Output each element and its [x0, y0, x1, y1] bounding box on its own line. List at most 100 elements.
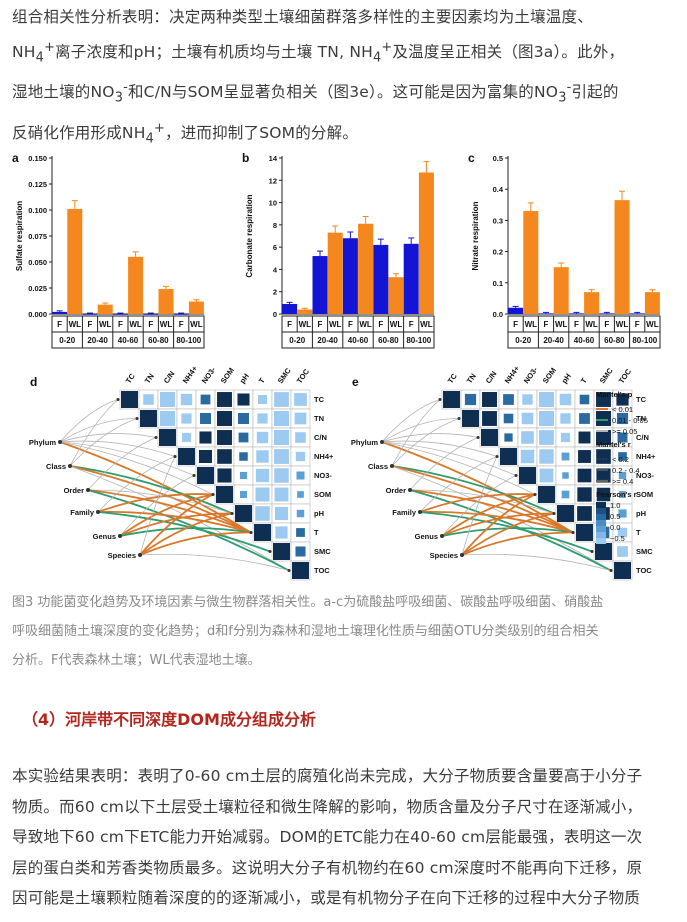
- legend-title: Mantel's p: [596, 390, 633, 399]
- corr-square: [504, 433, 513, 442]
- corr-square: [181, 413, 192, 424]
- corr-square: [216, 410, 233, 427]
- corr-square: [217, 449, 232, 464]
- corr-square: [274, 487, 289, 502]
- mantel-edge: [409, 489, 574, 534]
- var-label-right: SOM: [314, 490, 331, 499]
- bar: [52, 311, 68, 314]
- mantel-edge: [409, 437, 479, 491]
- depth-label: 0-20: [515, 336, 532, 345]
- taxon-label: Species: [430, 551, 458, 560]
- legend-item: 0.01 - 0.05: [612, 416, 648, 425]
- corr-square: [140, 410, 157, 427]
- var-label-top: C/N: [162, 369, 177, 385]
- var-label-right: pH: [636, 509, 646, 518]
- corr-square: [614, 562, 631, 579]
- var-node: [268, 550, 272, 553]
- mantel-edge: [381, 399, 441, 443]
- corr-square: [520, 449, 535, 464]
- bar: [67, 208, 83, 314]
- corr-square: [160, 411, 175, 426]
- corr-square: [274, 392, 289, 407]
- depth-label: 20-40: [543, 336, 564, 345]
- var-node: [514, 474, 518, 477]
- y-tick-label: 0.2: [493, 248, 503, 257]
- depth-label: 60-80: [148, 336, 169, 345]
- corr-square: [521, 412, 534, 425]
- depth-label: 60-80: [378, 336, 399, 345]
- group-label: WL: [299, 320, 312, 329]
- corr-square: [500, 448, 517, 465]
- corr-square: [578, 450, 591, 463]
- y-tick-label: 0.125: [28, 180, 47, 189]
- var-node: [192, 474, 196, 477]
- corr-square: [295, 546, 306, 557]
- group-label: WL: [525, 320, 538, 329]
- corr-square: [178, 448, 195, 465]
- corr-square: [482, 411, 497, 426]
- group-label: F: [118, 320, 123, 329]
- group-label: WL: [420, 320, 433, 329]
- corr-panel-e: e TC TN C/N NH4+ NO3- SOM pH T SMC TOCTCTNC/NNH4+N…: [351, 364, 656, 581]
- bar: [614, 200, 630, 314]
- var-node: [230, 512, 234, 515]
- corr-square: [560, 413, 571, 424]
- var-label-right: C/N: [314, 433, 327, 442]
- var-label-right: SMC: [314, 547, 331, 556]
- mantel-edge: [59, 441, 252, 534]
- mantel-edge: [419, 510, 574, 534]
- corr-square: [256, 450, 269, 463]
- bar: [523, 211, 539, 314]
- corr-square: [239, 471, 248, 480]
- corr-square: [143, 394, 154, 405]
- bar: [403, 243, 419, 314]
- corr-square: [521, 431, 534, 444]
- y-tick-label: 0.150: [28, 154, 47, 163]
- var-node: [590, 550, 594, 553]
- corr-square: [274, 468, 289, 483]
- mantel-edge: [139, 456, 176, 556]
- group-label: F: [635, 320, 640, 329]
- group-label: F: [409, 320, 414, 329]
- y-tick-label: 4: [273, 265, 278, 274]
- taxon-node: [86, 488, 90, 492]
- section-heading: （4）河岸带不同深度DOM成分组成分析: [22, 710, 316, 729]
- var-node: [211, 493, 215, 496]
- mantel-edge: [381, 418, 460, 443]
- var-label-right: T: [314, 528, 319, 537]
- mantel-edge: [69, 399, 119, 467]
- bar: [342, 238, 358, 314]
- mantel-edge: [139, 512, 233, 556]
- group-label: F: [348, 320, 353, 329]
- legend-item: >= 0.05: [612, 427, 637, 436]
- corr-square: [577, 487, 592, 502]
- corr-square: [617, 432, 628, 443]
- taxon-label: Phylum: [351, 438, 378, 447]
- mantel-edge: [391, 418, 460, 467]
- y-tick-label: 0.4: [493, 185, 504, 194]
- bar: [82, 314, 98, 315]
- corr-square: [255, 487, 270, 502]
- group-label: WL: [99, 320, 112, 329]
- y-tick-label: 0.3: [493, 216, 503, 225]
- mantel-edge: [381, 441, 574, 534]
- mantel-edge: [119, 493, 214, 537]
- corr-square: [596, 487, 611, 502]
- taxon-node: [118, 534, 122, 538]
- var-label-top: SMC: [276, 366, 293, 385]
- corr-square: [274, 449, 289, 464]
- corr-square: [464, 393, 477, 406]
- legend-title: Mantel's r: [596, 440, 631, 449]
- corr-square: [596, 449, 611, 464]
- corr-square: [596, 392, 611, 407]
- bar: [312, 256, 328, 314]
- y-tick-label: 0.5: [493, 154, 503, 163]
- group-label: WL: [160, 320, 173, 329]
- corr-square: [274, 506, 289, 521]
- mantel-edge: [441, 493, 536, 537]
- corr-square: [239, 452, 248, 461]
- corr-square: [539, 449, 554, 464]
- var-label-right: SMC: [636, 547, 653, 556]
- mantel-edge: [419, 511, 593, 553]
- panel-letter: e: [352, 375, 359, 389]
